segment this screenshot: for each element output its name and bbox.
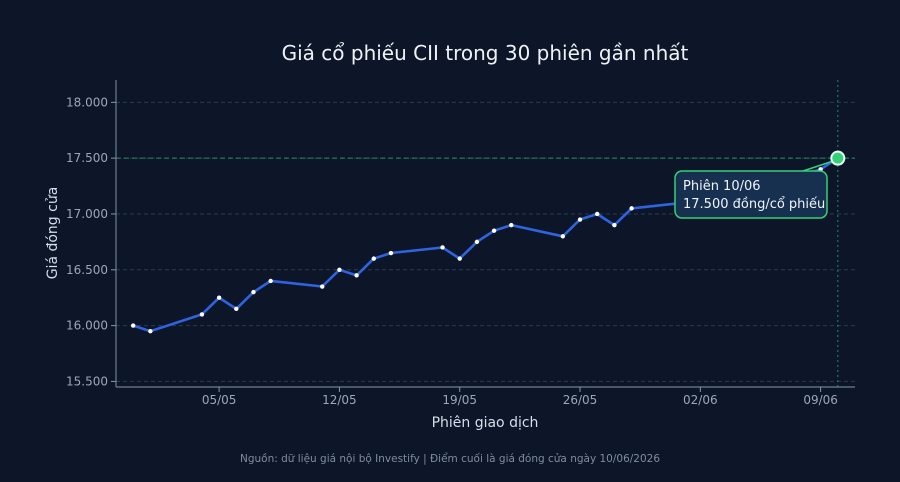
- data-point: [629, 206, 634, 211]
- data-point: [199, 312, 205, 317]
- data-point: [251, 289, 256, 295]
- y-axis-ticks: 15.500 16.000 16.500 17.000 17.500 18.000: [66, 95, 116, 388]
- callout-line-date: Phiên 10/06: [683, 179, 761, 194]
- chart-title: Giá cổ phiếu CII trong 30 phiên gần nhất: [282, 41, 689, 65]
- data-point: [268, 278, 273, 284]
- y-axis-title: Giá đóng cửa: [45, 187, 61, 280]
- data-point: [388, 250, 394, 256]
- x-tick-label: 02/06: [683, 393, 718, 407]
- callout-box: Phiên 10/06 17.500 đồng/cổ phiếu: [674, 170, 828, 219]
- data-point: [577, 217, 583, 222]
- data-point: [595, 211, 600, 217]
- x-axis-title: Phiên giao dịch: [432, 415, 539, 431]
- callout-line-value: 17.500 đồng/cổ phiếu: [683, 197, 825, 212]
- x-tick-label: 26/05: [563, 393, 598, 407]
- reference-lines: [116, 80, 855, 387]
- data-point: [320, 284, 325, 289]
- data-point: [234, 306, 239, 312]
- x-tick-label: 12/05: [322, 393, 357, 407]
- data-point: [474, 239, 480, 245]
- data-point: [371, 256, 376, 261]
- y-tick-label: 16.000: [66, 319, 108, 333]
- y-tick-label: 18.000: [66, 95, 108, 109]
- data-point: [130, 323, 136, 328]
- data-point: [440, 245, 445, 250]
- y-tick-label: 17.500: [66, 151, 108, 165]
- highlight-point[interactable]: [830, 150, 846, 166]
- y-tick-label: 15.500: [66, 374, 108, 388]
- data-point: [354, 273, 359, 278]
- x-tick-label: 05/05: [202, 393, 237, 407]
- data-point: [560, 234, 566, 239]
- x-axis-ticks: 05/05 12/05 19/05 26/05 02/06 09/06: [202, 387, 838, 407]
- x-tick-label: 19/05: [442, 393, 477, 407]
- axes: [115, 80, 855, 388]
- x-tick-label: 09/06: [803, 393, 838, 407]
- callout-background: [674, 170, 828, 219]
- data-point: [337, 267, 342, 272]
- y-tick-label: 17.000: [66, 207, 108, 221]
- data-point: [612, 222, 617, 228]
- data-point: [457, 256, 462, 261]
- source-note: Nguồn: dữ liệu giá nội bộ Investify | Đi…: [240, 452, 660, 465]
- data-point: [509, 222, 514, 228]
- callout-connector: [799, 160, 834, 173]
- data-point: [216, 295, 222, 300]
- data-point: [148, 328, 153, 334]
- y-tick-label: 16.500: [66, 263, 108, 277]
- grid-lines: [116, 101, 855, 382]
- data-point: [491, 228, 497, 233]
